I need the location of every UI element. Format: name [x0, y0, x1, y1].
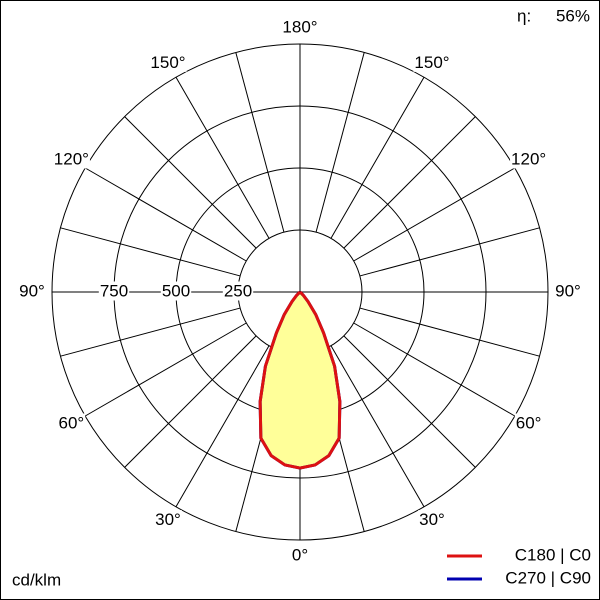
spoke [124, 335, 257, 468]
spoke [343, 335, 476, 468]
spoke [330, 76, 425, 239]
spoke [235, 52, 285, 233]
spoke [175, 76, 270, 239]
angle-label: 0° [292, 545, 308, 564]
series-line [258, 290, 301, 470]
spoke [330, 345, 425, 508]
spoke [353, 322, 516, 417]
angle-label: 180° [282, 17, 317, 36]
label-bg [160, 281, 192, 301]
label-bg [514, 413, 543, 433]
spoke [84, 167, 247, 262]
label-bg [510, 149, 548, 169]
series-line [299, 290, 342, 470]
label-bg [154, 510, 182, 530]
efficiency: 56% [556, 6, 590, 25]
legend-label: C270 | C90 [505, 568, 591, 587]
angle-label: 120° [511, 149, 546, 168]
spoke [84, 322, 247, 417]
label-bg [52, 149, 90, 169]
efficiency-label: η: [517, 6, 531, 25]
label-bg [149, 52, 187, 72]
label-bg [18, 281, 46, 301]
angle-label: 60° [59, 413, 85, 432]
angle-label: 150° [414, 53, 449, 72]
angle-label: 90° [555, 281, 581, 300]
label-bg [290, 545, 310, 565]
angle-label: 150° [150, 53, 185, 72]
label-bg [222, 281, 254, 301]
label-bg [554, 281, 582, 301]
label-bg [413, 52, 451, 72]
spoke [60, 227, 241, 277]
spoke [359, 307, 540, 357]
label-bg [418, 510, 446, 530]
area-fill [260, 292, 340, 469]
label-bg [281, 17, 319, 37]
spoke [353, 167, 516, 262]
label-bg [98, 281, 130, 301]
legend-label: C180 | C0 [515, 545, 591, 564]
angle-label: 90° [19, 281, 45, 300]
r-tick-label: 750 [100, 281, 128, 300]
angle-label: 30° [155, 510, 181, 529]
r-tick-label: 500 [162, 281, 190, 300]
spoke [124, 116, 257, 249]
r-tick-label: 250 [224, 281, 252, 300]
label-bg [57, 413, 86, 433]
angle-label: 120° [54, 149, 89, 168]
spoke [175, 345, 270, 508]
spoke [343, 116, 476, 249]
spoke [60, 307, 241, 357]
angle-label: 30° [419, 510, 445, 529]
spoke [359, 227, 540, 277]
angle-label: 60° [516, 413, 542, 432]
spoke [315, 52, 365, 233]
unit-label: cd/klm [12, 570, 61, 589]
